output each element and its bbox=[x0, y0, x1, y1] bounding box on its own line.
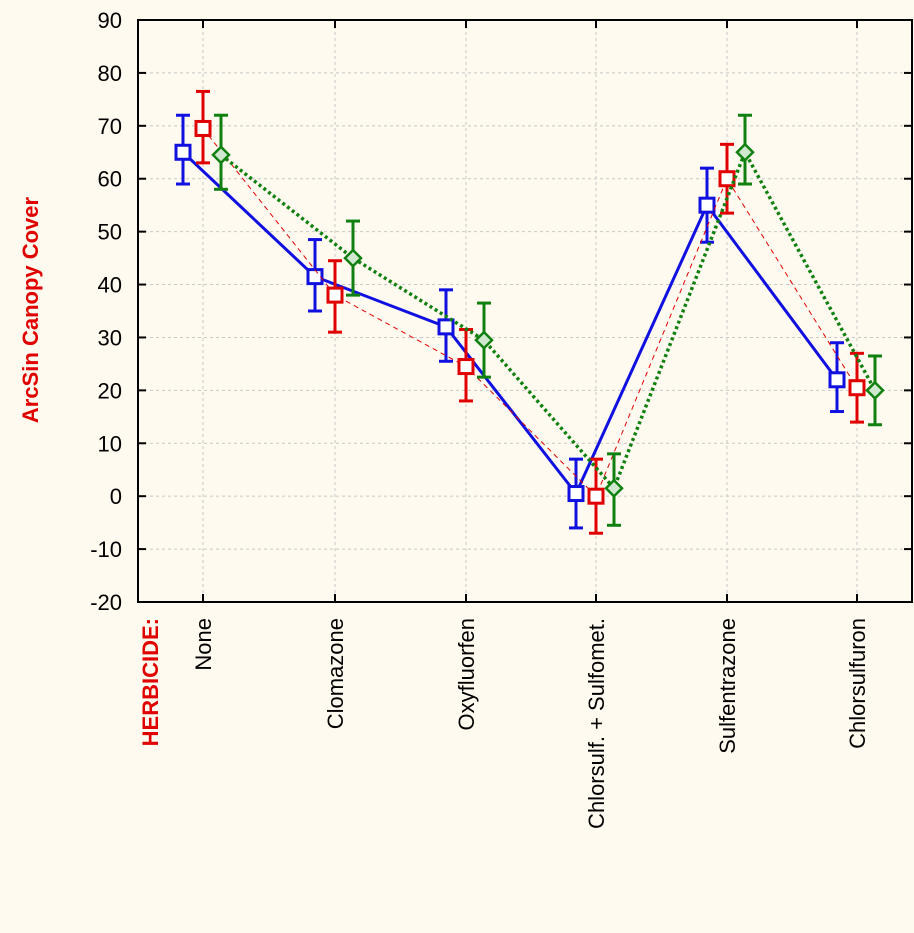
x-axis-title: HERBICIDE: bbox=[138, 618, 163, 746]
plot-frame bbox=[137, 19, 913, 603]
data-point bbox=[474, 330, 494, 350]
x-category-label: Clomazone bbox=[323, 618, 348, 729]
y-tick-label: 90 bbox=[98, 8, 122, 33]
data-point bbox=[848, 379, 866, 397]
series-line bbox=[202, 128, 858, 498]
y-tick-label: 60 bbox=[98, 167, 122, 192]
series-line bbox=[181, 151, 839, 497]
data-point bbox=[828, 371, 846, 389]
data-point bbox=[587, 487, 605, 505]
y-tick-label: 70 bbox=[98, 114, 122, 139]
x-category-label: Oxyfluorfen bbox=[454, 618, 479, 731]
data-point bbox=[567, 485, 585, 503]
y-tick-label: 50 bbox=[98, 220, 122, 245]
series-0 bbox=[174, 113, 846, 530]
grid bbox=[138, 20, 912, 602]
data-point bbox=[437, 318, 455, 336]
x-category-label: Chlorsulfuron bbox=[845, 618, 870, 749]
x-category-label: Chlorsulf. + Sulfomet. bbox=[584, 618, 609, 829]
data-point bbox=[698, 196, 716, 214]
y-tick-label: -10 bbox=[90, 537, 122, 562]
y-tick-label: 10 bbox=[98, 431, 122, 456]
data-point bbox=[211, 145, 231, 165]
x-axis: None Clomazone Oxyfluorfen Chlorsulf. + Sul… bbox=[191, 20, 870, 829]
data-point bbox=[306, 268, 324, 286]
series-group bbox=[174, 89, 885, 535]
data-point bbox=[604, 478, 624, 499]
data-point bbox=[718, 170, 736, 188]
series-line bbox=[219, 148, 877, 492]
x-category-label: None bbox=[191, 618, 216, 671]
data-point bbox=[735, 142, 755, 163]
y-tick-label: 20 bbox=[98, 378, 122, 403]
data-point bbox=[865, 380, 885, 401]
y-tick-label: -20 bbox=[90, 590, 122, 615]
series-1 bbox=[194, 89, 866, 535]
y-tick-label: 80 bbox=[98, 61, 122, 86]
y-tick-label: 40 bbox=[98, 273, 122, 298]
y-axis: -20 -10 0 10 20 30 40 50 60 70 80 90 bbox=[90, 8, 912, 615]
x-category-label: Sulfentrazone bbox=[715, 618, 740, 754]
data-point bbox=[343, 248, 363, 268]
data-point bbox=[194, 119, 212, 137]
series-2 bbox=[211, 113, 885, 527]
data-point bbox=[326, 286, 344, 304]
data-point bbox=[457, 358, 475, 376]
y-tick-label: 30 bbox=[98, 325, 122, 350]
y-axis-title: ArcSin Canopy Cover bbox=[18, 196, 43, 423]
data-point bbox=[174, 143, 192, 161]
y-tick-label: 0 bbox=[110, 484, 122, 509]
